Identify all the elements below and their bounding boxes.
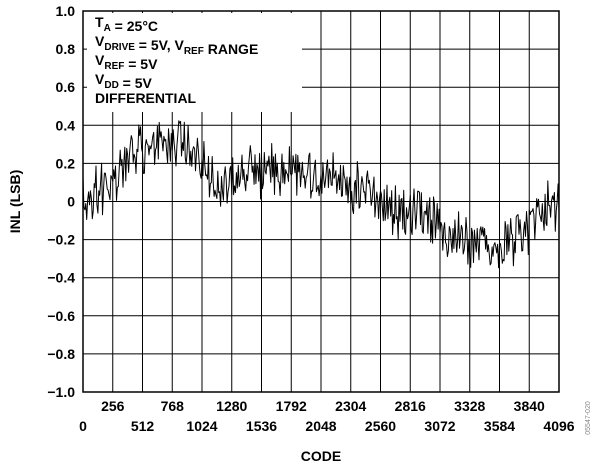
- x-tick-label: 3840: [514, 398, 545, 414]
- x-tick-label: 1536: [246, 418, 277, 434]
- x-tick-label: 512: [131, 418, 155, 434]
- y-tick-label: 1.0: [56, 3, 76, 19]
- x-tick-label: 0: [79, 418, 87, 434]
- x-tick-label: 768: [161, 398, 185, 414]
- x-tick-label: 256: [101, 398, 125, 414]
- x-tick-label: 2048: [305, 418, 336, 434]
- y-tick-label: −0.6: [47, 308, 75, 324]
- annotation-line: DIFFERENTIAL: [95, 90, 197, 106]
- y-tick-label: 0.6: [56, 79, 76, 95]
- y-axis-ticks: 1.0 0.8 0.6 0.4 0.2 0 −0.2 −0.4 −0.6 −0.8 −1.0: [47, 3, 75, 400]
- annotation-line: VREF = 5V: [95, 52, 158, 72]
- annotation-line: VDRIVE = 5V, VREF RANGE: [95, 33, 258, 57]
- y-tick-label: −1.0: [47, 384, 75, 400]
- x-tick-label: 3072: [424, 418, 455, 434]
- y-tick-label: 0: [67, 194, 75, 210]
- y-tick-label: −0.4: [47, 270, 75, 286]
- x-tick-label: 4096: [543, 418, 574, 434]
- figure-id-label: 05547-020: [585, 401, 592, 435]
- y-tick-label: 0.4: [56, 117, 76, 133]
- x-tick-label: 1792: [276, 398, 307, 414]
- x-tick-label: 3328: [454, 398, 485, 414]
- inl-series-line: [82, 120, 560, 269]
- x-tick-label: 1024: [186, 418, 217, 434]
- x-tick-label: 2816: [395, 398, 426, 414]
- x-tick-label: 2304: [335, 398, 366, 414]
- x-axis-ticks: 256 768 1280 1792 2304 2816 3328 3840 0 512 1024 15…: [79, 398, 575, 434]
- annotation-line: VDD = 5V: [95, 71, 153, 91]
- y-tick-label: 0.8: [56, 41, 76, 57]
- x-tick-label: 3584: [484, 418, 515, 434]
- annotation-box: [87, 13, 302, 112]
- plot-frame: [82, 10, 560, 393]
- x-tick-label: 1280: [216, 398, 247, 414]
- x-tick-label: 2560: [365, 418, 396, 434]
- y-axis-title: INL (LSB): [7, 170, 23, 234]
- y-tick-label: 0.2: [56, 155, 76, 171]
- annotation-line: TA = 25°C: [95, 14, 158, 34]
- y-tick-label: −0.8: [47, 346, 75, 362]
- x-axis-title: CODE: [301, 448, 341, 464]
- y-tick-label: −0.2: [47, 232, 75, 248]
